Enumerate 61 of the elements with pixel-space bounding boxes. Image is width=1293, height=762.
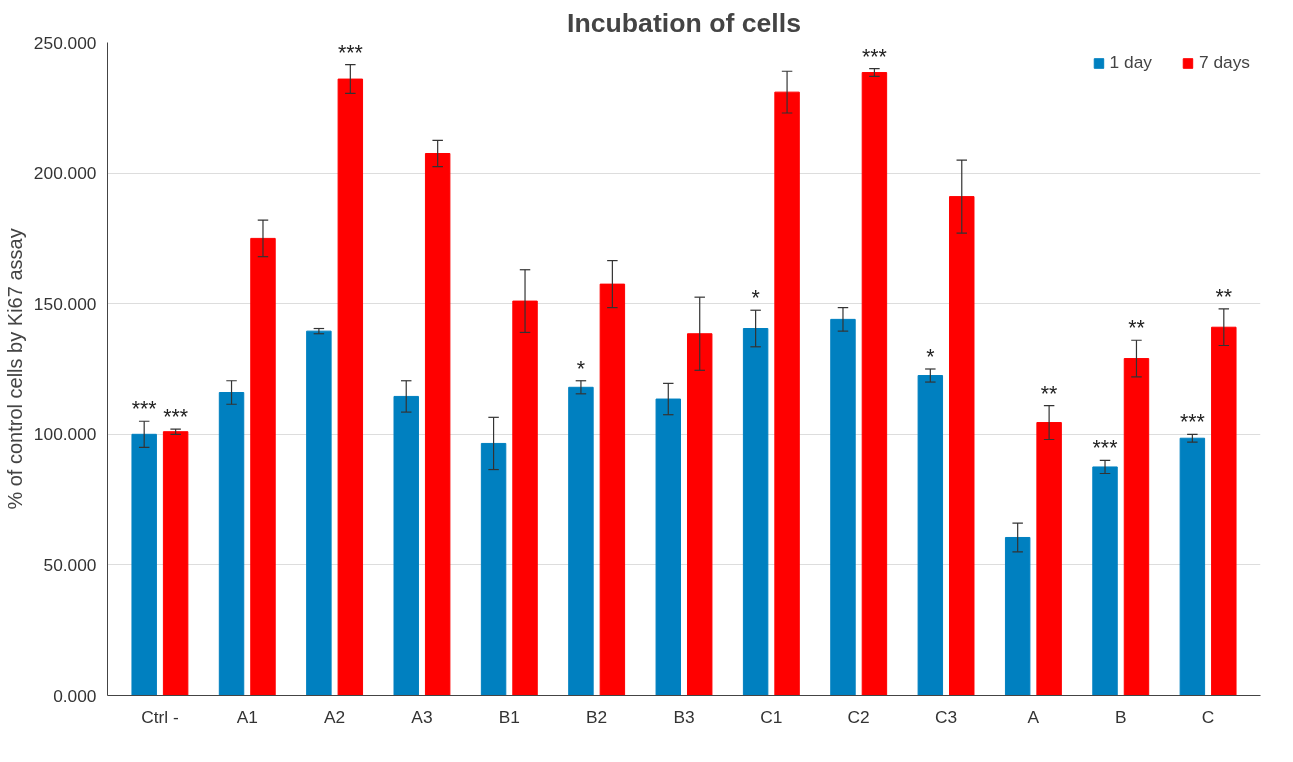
y-tick-label: 250.000 bbox=[33, 32, 97, 53]
annotation: * bbox=[576, 356, 586, 381]
x-tick-label: B2 bbox=[586, 706, 608, 727]
chart-title: Incubation of cells bbox=[566, 7, 802, 38]
bar bbox=[1179, 437, 1206, 696]
x-tick-label: C2 bbox=[847, 706, 870, 727]
legend-label: 1 day bbox=[1109, 52, 1152, 73]
legend-label: 7 days bbox=[1198, 52, 1250, 73]
bar bbox=[393, 395, 419, 696]
y-axis-title: % of control cells by Ki67 assay bbox=[3, 228, 26, 510]
bar bbox=[686, 333, 713, 696]
bar bbox=[1123, 358, 1150, 696]
annotation: ** bbox=[1215, 284, 1233, 309]
bar bbox=[742, 328, 769, 696]
bar bbox=[655, 398, 682, 696]
bar bbox=[512, 300, 538, 696]
bar bbox=[949, 196, 975, 696]
annotation: *** bbox=[131, 397, 157, 422]
bar bbox=[1036, 422, 1062, 696]
y-tick-label: 50.000 bbox=[43, 554, 97, 575]
y-tick-label: 100.000 bbox=[33, 424, 97, 445]
bar bbox=[1004, 536, 1031, 696]
annotation: *** bbox=[163, 405, 189, 430]
annotation: * bbox=[926, 345, 935, 369]
bar bbox=[830, 318, 856, 696]
bar bbox=[162, 431, 189, 696]
x-tick-label: A3 bbox=[411, 706, 433, 727]
x-tick-label: Ctrl - bbox=[141, 706, 179, 727]
annotation: *** bbox=[337, 40, 363, 65]
y-tick-label: 200.000 bbox=[33, 163, 97, 184]
bar bbox=[861, 72, 888, 696]
bar bbox=[480, 442, 507, 696]
bar bbox=[568, 386, 594, 696]
bar bbox=[250, 237, 276, 696]
bar bbox=[599, 283, 626, 696]
x-tick-label: B3 bbox=[673, 706, 695, 727]
x-tick-label: C bbox=[1201, 706, 1215, 727]
annotation: ** bbox=[1040, 381, 1058, 406]
annotation: *** bbox=[1092, 436, 1118, 461]
bar bbox=[1211, 326, 1237, 696]
annotation: * bbox=[751, 286, 760, 311]
x-tick-label: A2 bbox=[324, 706, 346, 727]
bar bbox=[131, 433, 157, 696]
x-tick-label: C3 bbox=[934, 706, 958, 727]
bar bbox=[774, 91, 800, 696]
x-tick-label: B1 bbox=[498, 706, 520, 727]
bar bbox=[218, 392, 245, 696]
bar bbox=[917, 375, 944, 696]
annotation: ** bbox=[1128, 316, 1145, 341]
bar bbox=[306, 330, 332, 696]
x-tick-label: C1 bbox=[760, 706, 783, 727]
annotation: *** bbox=[861, 44, 887, 69]
bar bbox=[337, 78, 364, 696]
x-tick-label: A bbox=[1027, 706, 1040, 727]
bar bbox=[424, 153, 451, 696]
y-tick-label: 0.000 bbox=[53, 685, 97, 706]
annotation: *** bbox=[1179, 410, 1205, 435]
x-tick-label: A1 bbox=[236, 706, 258, 727]
bar bbox=[1092, 466, 1118, 696]
y-tick-label: 150.000 bbox=[33, 293, 97, 314]
x-tick-label: B bbox=[1114, 706, 1127, 727]
